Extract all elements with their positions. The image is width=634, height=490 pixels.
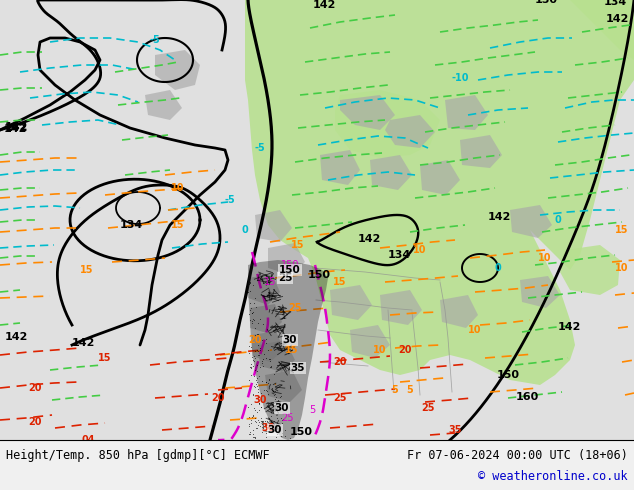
Text: 5: 5	[392, 385, 398, 395]
Text: 30: 30	[261, 423, 275, 433]
Text: 10: 10	[615, 263, 629, 273]
Text: 0: 0	[495, 263, 501, 273]
Polygon shape	[570, 0, 634, 60]
Polygon shape	[145, 90, 182, 120]
Text: 0: 0	[242, 225, 249, 235]
Bar	[0, 0, 634, 440]
Polygon shape	[248, 274, 280, 305]
Polygon shape	[440, 295, 478, 328]
Polygon shape	[330, 285, 372, 320]
Polygon shape	[265, 370, 302, 402]
Text: 20: 20	[398, 345, 411, 355]
Text: 142: 142	[558, 322, 581, 332]
Text: 142: 142	[5, 122, 29, 132]
Polygon shape	[335, 90, 440, 158]
Text: 142: 142	[358, 234, 382, 244]
Polygon shape	[155, 50, 200, 90]
Text: 142: 142	[313, 0, 337, 10]
Text: 35: 35	[448, 425, 462, 435]
Text: 35: 35	[291, 363, 305, 373]
Text: 134: 134	[604, 0, 627, 7]
Polygon shape	[350, 325, 390, 358]
Text: 134: 134	[120, 220, 143, 230]
Text: 20: 20	[211, 393, 224, 403]
Text: 142: 142	[4, 124, 27, 134]
Text: 30: 30	[283, 335, 297, 345]
Text: 150: 150	[290, 427, 313, 437]
Text: -5: -5	[255, 143, 266, 153]
Polygon shape	[258, 340, 295, 372]
Text: Fr 07-06-2024 00:00 UTC (18+06): Fr 07-06-2024 00:00 UTC (18+06)	[407, 449, 628, 463]
Text: 15: 15	[171, 220, 184, 230]
Polygon shape	[420, 160, 460, 195]
Text: 30: 30	[253, 395, 267, 405]
Text: 15: 15	[81, 265, 94, 275]
Text: 10: 10	[413, 245, 427, 255]
Text: -10: -10	[451, 73, 469, 83]
Polygon shape	[380, 290, 422, 325]
Text: 150: 150	[279, 265, 301, 275]
Text: 30: 30	[268, 425, 282, 435]
Text: 15: 15	[98, 353, 112, 363]
Text: 20: 20	[249, 335, 262, 345]
Polygon shape	[370, 155, 412, 190]
Text: 5: 5	[309, 405, 315, 415]
Text: -5: -5	[150, 35, 160, 45]
Text: 20: 20	[333, 357, 347, 367]
Text: 142: 142	[606, 14, 630, 24]
Text: Height/Temp. 850 hPa [gdmp][°C] ECMWF: Height/Temp. 850 hPa [gdmp][°C] ECMWF	[6, 449, 269, 463]
Text: -5: -5	[224, 195, 235, 205]
Polygon shape	[255, 210, 292, 242]
Polygon shape	[250, 304, 282, 334]
Polygon shape	[445, 95, 488, 130]
Text: 10: 10	[171, 183, 184, 193]
Text: 142: 142	[488, 212, 512, 222]
Text: 150: 150	[281, 260, 299, 270]
Text: 0: 0	[555, 215, 561, 225]
Text: 15: 15	[291, 240, 305, 250]
Polygon shape	[510, 205, 552, 238]
Text: 04: 04	[81, 435, 94, 445]
Bar	[0, 440, 634, 490]
Text: 15: 15	[285, 345, 299, 355]
Polygon shape	[248, 260, 328, 440]
Polygon shape	[520, 276, 560, 308]
Text: 20: 20	[29, 417, 42, 427]
Text: 15: 15	[615, 225, 629, 235]
Text: 10: 10	[373, 345, 387, 355]
Text: 142: 142	[5, 332, 29, 342]
Text: 25: 25	[288, 303, 302, 313]
Polygon shape	[245, 0, 634, 385]
Text: 150: 150	[535, 0, 558, 5]
Text: 5: 5	[406, 385, 413, 395]
Text: 15: 15	[264, 277, 276, 287]
Text: 20: 20	[29, 383, 42, 393]
Text: 30: 30	[275, 403, 289, 413]
Polygon shape	[320, 150, 360, 185]
Text: 10: 10	[538, 253, 552, 263]
Text: 25: 25	[281, 413, 294, 423]
Text: 25: 25	[421, 403, 435, 413]
Text: 150: 150	[308, 270, 331, 280]
Polygon shape	[460, 135, 502, 168]
Polygon shape	[560, 245, 620, 295]
Polygon shape	[385, 115, 435, 148]
Text: 142: 142	[72, 338, 95, 348]
Text: 10: 10	[469, 325, 482, 335]
Text: 160: 160	[516, 392, 540, 402]
Polygon shape	[340, 95, 395, 130]
Text: 134: 134	[388, 250, 411, 260]
Text: 25: 25	[333, 393, 347, 403]
Text: 15: 15	[333, 277, 347, 287]
Text: 142: 142	[5, 123, 29, 133]
Polygon shape	[252, 331, 284, 362]
Polygon shape	[268, 243, 305, 275]
Text: 25: 25	[278, 273, 292, 283]
Text: © weatheronline.co.uk: © weatheronline.co.uk	[479, 469, 628, 483]
Text: 150: 150	[497, 370, 520, 380]
